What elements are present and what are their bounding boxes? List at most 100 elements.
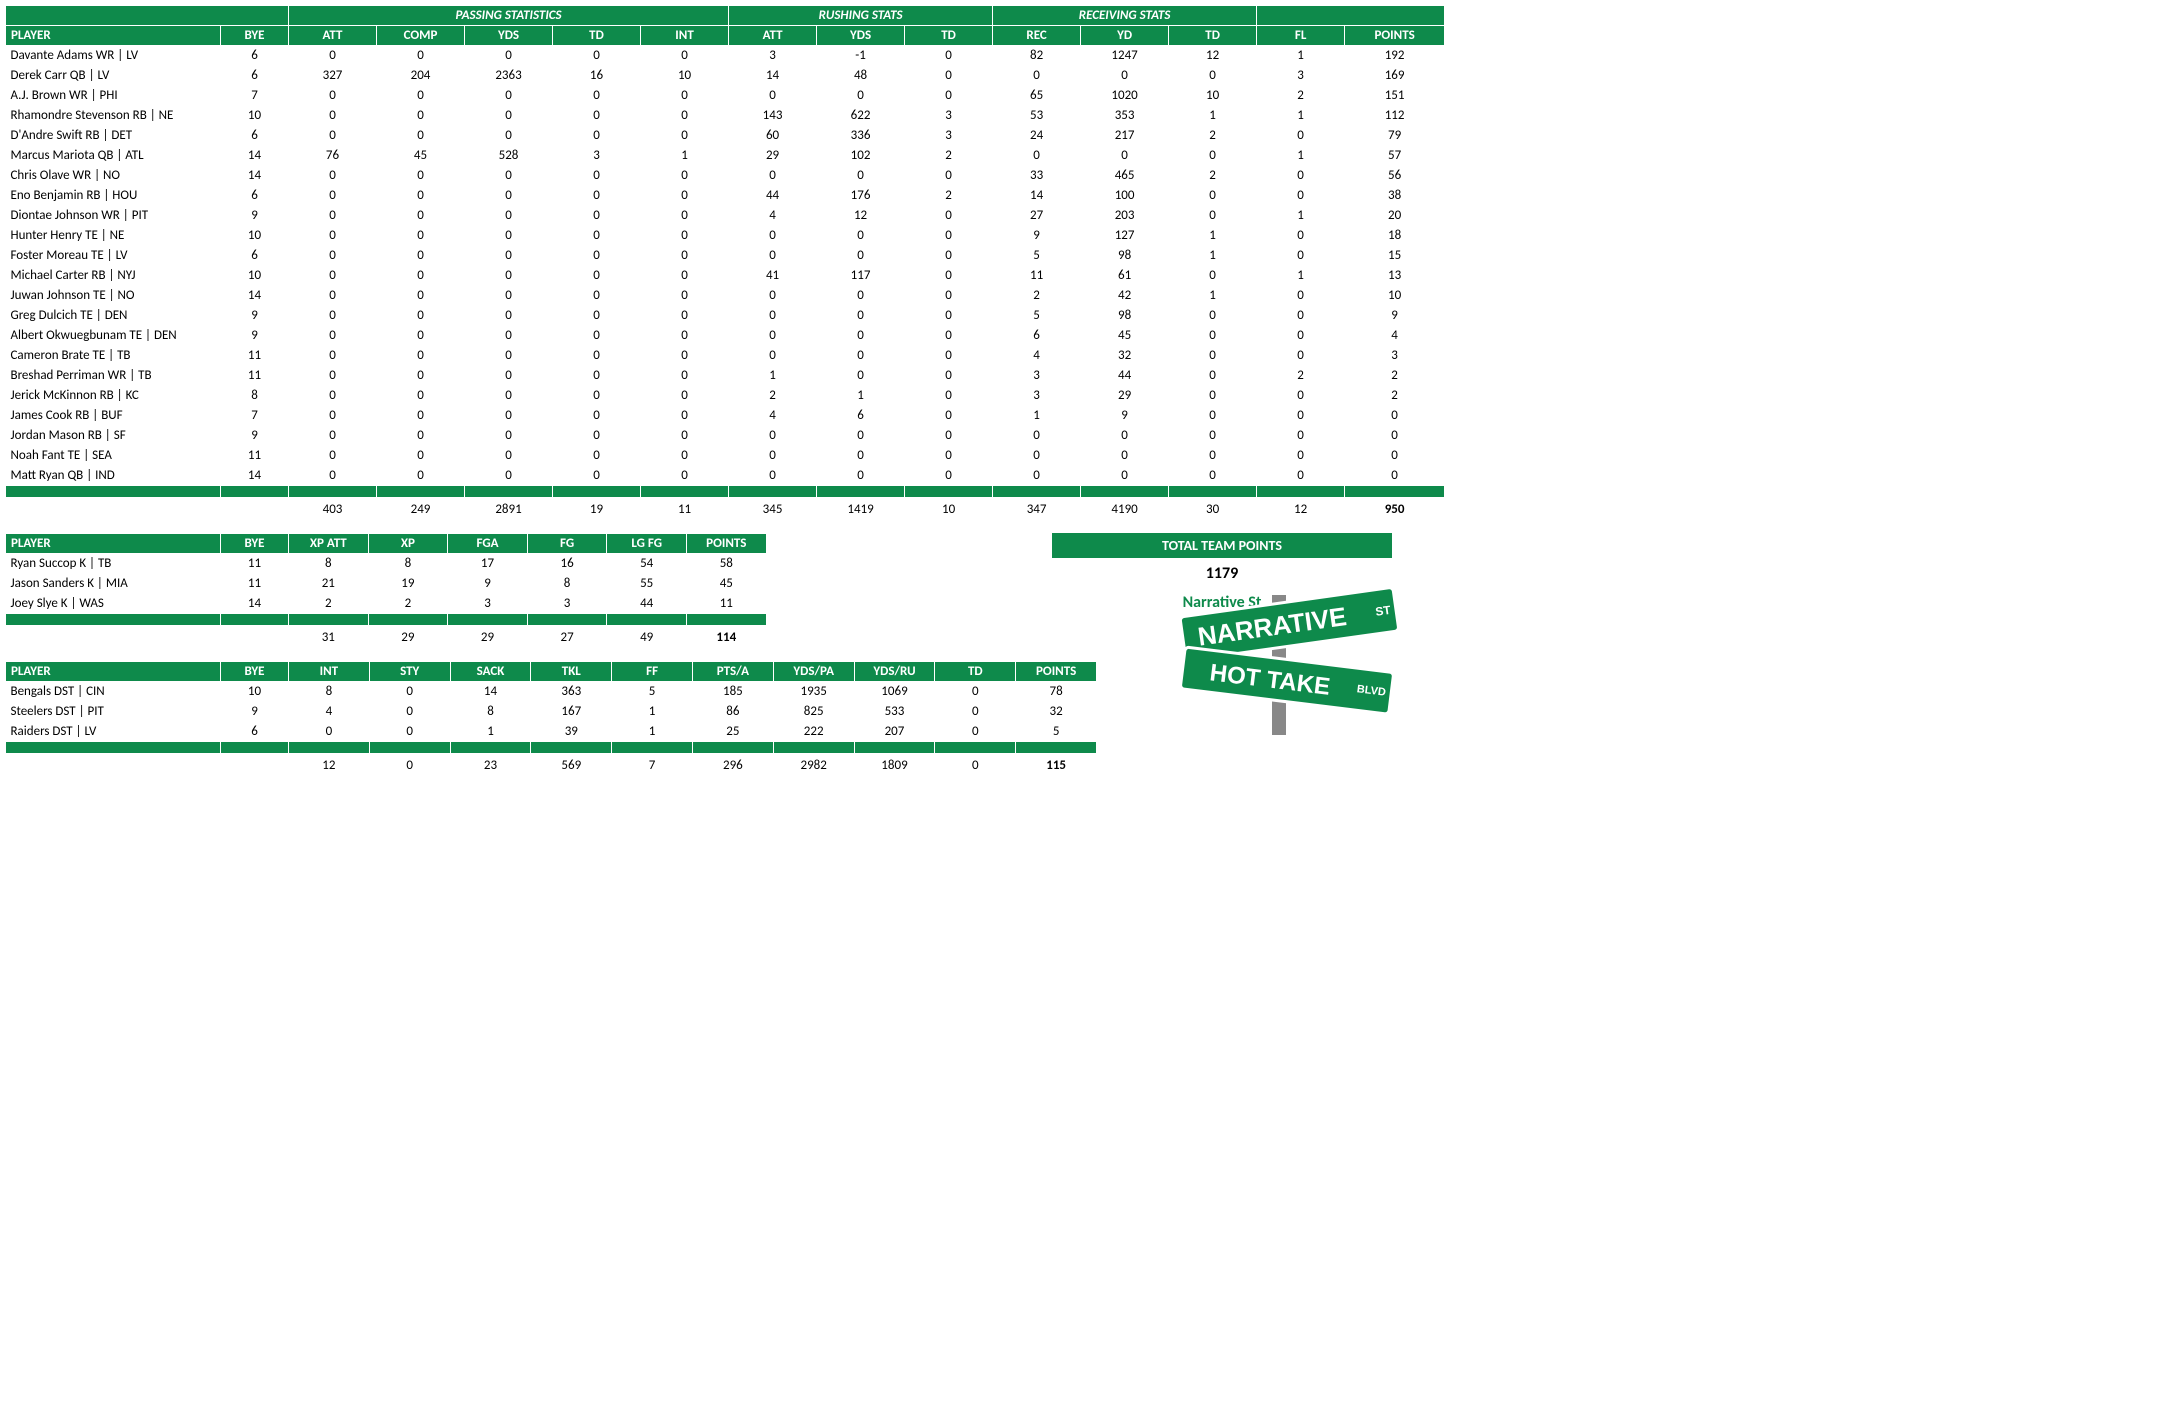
table-row: Davante Adams WR | LV6000003-10821247121… — [6, 46, 1445, 66]
stat-cell: 1 — [993, 406, 1081, 426]
stat-cell: 0 — [729, 346, 817, 366]
offense-tbody: Davante Adams WR | LV6000003-10821247121… — [6, 46, 1445, 486]
totals-cell: 29 — [448, 626, 528, 648]
table-row: Raiders DST | LV60013912522220705 — [6, 722, 1097, 742]
stat-cell: 1 — [612, 722, 693, 742]
stat-cell: 2 — [289, 594, 369, 614]
rushing-group: RUSHING STATS — [729, 6, 993, 26]
totals-cell: 345 — [729, 498, 817, 520]
stat-cell: 176 — [817, 186, 905, 206]
player-cell: Cameron Brate TE | TB — [6, 346, 221, 366]
stat-cell: 0 — [369, 722, 450, 742]
stat-cell: 0 — [377, 346, 465, 366]
stat-cell: 98 — [1081, 306, 1169, 326]
stat-cell: 207 — [854, 722, 935, 742]
stat-cell: 0 — [935, 702, 1016, 722]
stat-cell: 0 — [1257, 286, 1345, 306]
stat-cell: 0 — [817, 346, 905, 366]
stat-cell: 9 — [221, 426, 289, 446]
stat-cell: 0 — [377, 466, 465, 486]
stat-cell: 11 — [993, 266, 1081, 286]
stat-cell: 0 — [1257, 466, 1345, 486]
stat-cell: 0 — [729, 86, 817, 106]
stat-cell: 19 — [368, 574, 448, 594]
stat-cell: 0 — [641, 306, 729, 326]
stat-cell: 9 — [221, 206, 289, 226]
column-header: TKL — [531, 662, 612, 682]
column-header: TD — [935, 662, 1016, 682]
stat-cell: 0 — [641, 126, 729, 146]
totals-cell: 19 — [553, 498, 641, 520]
stat-cell: 0 — [289, 366, 377, 386]
stat-cell: 0 — [1257, 426, 1345, 446]
stat-cell: 16 — [527, 554, 607, 574]
stat-cell: 0 — [377, 46, 465, 66]
stat-cell: 0 — [465, 326, 553, 346]
column-header: PLAYER — [6, 534, 221, 554]
totals-bar — [6, 742, 1097, 754]
table-row: Steelers DST | PIT9408167186825533032 — [6, 702, 1097, 722]
stat-cell: 0 — [553, 326, 641, 346]
stat-cell: 3 — [905, 106, 993, 126]
table-row: Juwan Johnson TE | NO14000000002421010 — [6, 286, 1445, 306]
totals-cell: 114 — [686, 626, 766, 648]
column-header: YDS/PA — [773, 662, 854, 682]
table-row: Chris Olave WR | NO1400000000334652056 — [6, 166, 1445, 186]
stat-cell: 0 — [935, 722, 1016, 742]
table-row: Greg Dulcich TE | DEN900000000598009 — [6, 306, 1445, 326]
stat-cell: 10 — [1169, 86, 1257, 106]
stat-cell: 0 — [905, 86, 993, 106]
stat-cell: 14 — [221, 286, 289, 306]
stat-cell: 2 — [993, 286, 1081, 306]
stat-cell: 0 — [289, 206, 377, 226]
totals-cell: 296 — [692, 754, 773, 776]
stat-cell: 1 — [1257, 106, 1345, 126]
stat-cell: 0 — [465, 306, 553, 326]
street-sign-graphic: NARRATIVE ST HOT TAKE BLVD — [1142, 555, 1422, 755]
stat-cell: 27 — [993, 206, 1081, 226]
stat-cell: 0 — [553, 286, 641, 306]
stat-cell: 0 — [553, 246, 641, 266]
table-row: Rhamondre Stevenson RB | NE1000000143622… — [6, 106, 1445, 126]
stat-cell: 6 — [221, 46, 289, 66]
totals-cell: 12 — [289, 754, 370, 776]
kicker-tbody: Ryan Succop K | TB118817165458Jason Sand… — [6, 554, 767, 614]
stat-cell: 825 — [773, 702, 854, 722]
stat-cell: 0 — [817, 326, 905, 346]
stat-cell: 0 — [1169, 66, 1257, 86]
stat-cell: 0 — [465, 226, 553, 246]
column-header: PTS/A — [692, 662, 773, 682]
stat-cell: 0 — [993, 466, 1081, 486]
stat-cell: 0 — [729, 226, 817, 246]
stat-cell: 0 — [729, 426, 817, 446]
stat-cell: 12 — [817, 206, 905, 226]
stat-cell: 32 — [1016, 702, 1097, 722]
table-row: Jordan Mason RB | SF90000000000000 — [6, 426, 1445, 446]
stat-cell: 0 — [377, 106, 465, 126]
table-row: Albert Okwuegbunam TE | DEN9000000006450… — [6, 326, 1445, 346]
stat-cell: 9 — [1081, 406, 1169, 426]
stat-cell: 0 — [1257, 186, 1345, 206]
stat-cell: 86 — [692, 702, 773, 722]
player-cell: Matt Ryan QB | IND — [6, 466, 221, 486]
stat-cell: 0 — [641, 246, 729, 266]
totals-bar — [6, 614, 767, 626]
player-cell: Juwan Johnson TE | NO — [6, 286, 221, 306]
table-row: Noah Fant TE | SEA110000000000000 — [6, 446, 1445, 466]
stat-cell: 14 — [450, 682, 531, 702]
stat-cell: 11 — [221, 346, 289, 366]
stat-cell: 45 — [377, 146, 465, 166]
table-row: Derek Carr QB | LV6327204236316101448000… — [6, 66, 1445, 86]
column-header: TD — [905, 26, 993, 46]
table-row: Ryan Succop K | TB118817165458 — [6, 554, 767, 574]
stat-cell: 56 — [1345, 166, 1445, 186]
stat-cell: 8 — [450, 702, 531, 722]
stat-cell: 3 — [553, 146, 641, 166]
stat-cell: 1020 — [1081, 86, 1169, 106]
stat-cell: 5 — [1016, 722, 1097, 742]
stat-cell: 167 — [531, 702, 612, 722]
stat-cell: 0 — [465, 186, 553, 206]
stat-cell: 1 — [729, 366, 817, 386]
stat-cell: 100 — [1081, 186, 1169, 206]
column-header: FG — [527, 534, 607, 554]
